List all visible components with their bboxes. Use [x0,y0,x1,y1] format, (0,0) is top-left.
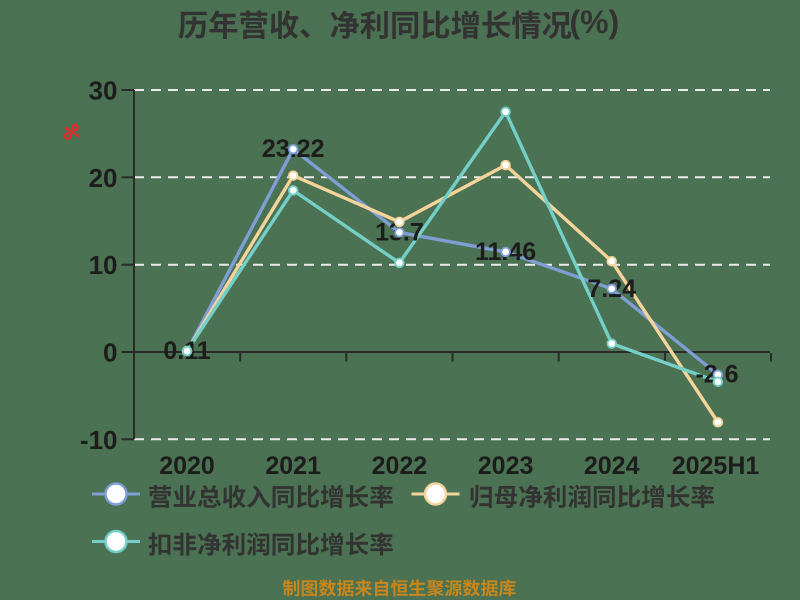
svg-text:-10: -10 [80,425,118,455]
svg-text:10: 10 [89,250,118,280]
svg-text:2022: 2022 [372,452,428,480]
svg-text:2025H1: 2025H1 [672,452,760,480]
svg-text:0: 0 [103,338,117,368]
svg-text:2024: 2024 [584,452,640,480]
svg-text:2020: 2020 [159,452,215,480]
svg-text:20: 20 [89,163,118,193]
svg-text:2023: 2023 [478,452,534,480]
svg-text:2021: 2021 [265,452,321,480]
svg-text:(%): (%) [570,4,620,40]
svg-text:30: 30 [89,76,118,106]
